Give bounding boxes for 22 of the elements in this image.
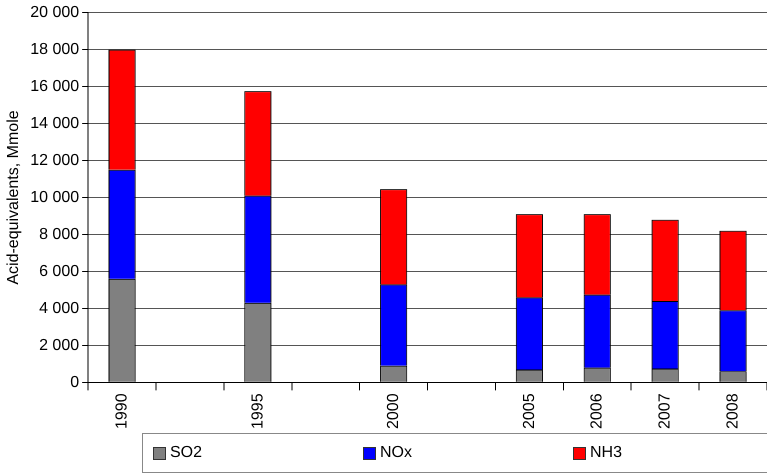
legend-label: NH3 — [590, 444, 622, 462]
y-tick-label: 2 000 — [39, 336, 80, 354]
y-tick-label: 8 000 — [39, 226, 80, 243]
y-tick-label: 18 000 — [30, 40, 80, 58]
legend-label: NOx — [380, 444, 412, 462]
y-tick-label: 20 000 — [30, 4, 80, 22]
x-tick-label: 2006 — [588, 393, 606, 429]
legend-label: SO2 — [170, 444, 202, 462]
y-tick-label: 6 000 — [39, 262, 80, 280]
y-axis-title: Acid-equivalents, Mmole — [5, 110, 22, 285]
y-tick-label: 14 000 — [30, 114, 80, 132]
y-tick-label: 12 000 — [30, 152, 80, 169]
y-tick-label: 0 — [70, 374, 80, 391]
x-tick-label: 2008 — [724, 393, 742, 429]
x-tick-label: 1995 — [249, 393, 266, 429]
x-tick-label: 1990 — [113, 393, 130, 429]
x-tick-label: 2007 — [656, 393, 674, 429]
x-tick-label: 2005 — [520, 393, 538, 429]
y-tick-label: 4 000 — [39, 300, 80, 317]
y-tick-label: 16 000 — [30, 78, 80, 95]
y-tick-label: 10 000 — [30, 188, 80, 206]
x-tick-label: 2000 — [385, 393, 402, 429]
